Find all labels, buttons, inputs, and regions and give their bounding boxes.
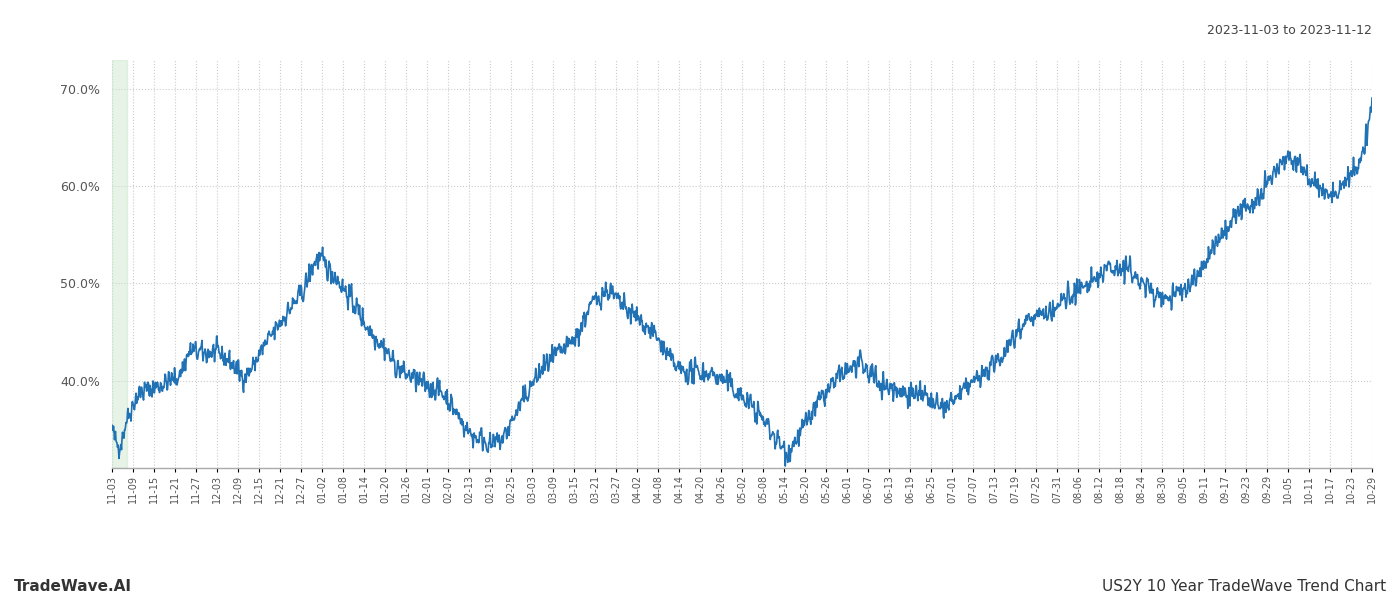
Text: TradeWave.AI: TradeWave.AI xyxy=(14,579,132,594)
Bar xyxy=(112,60,127,468)
Text: 2023-11-03 to 2023-11-12: 2023-11-03 to 2023-11-12 xyxy=(1207,24,1372,37)
Text: US2Y 10 Year TradeWave Trend Chart: US2Y 10 Year TradeWave Trend Chart xyxy=(1102,579,1386,594)
